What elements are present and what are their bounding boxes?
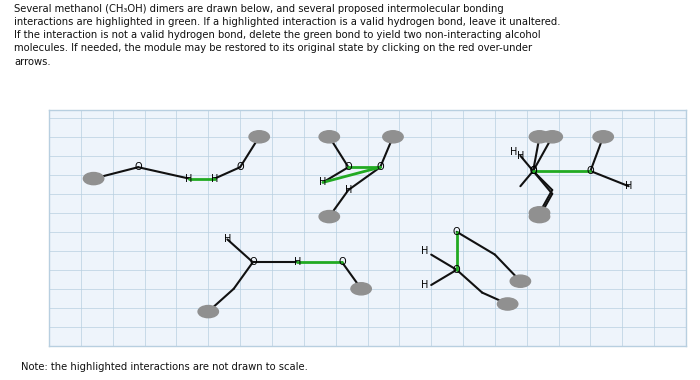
Text: O: O <box>453 227 461 237</box>
Circle shape <box>319 211 339 223</box>
Text: H: H <box>186 174 192 184</box>
Text: H: H <box>294 257 301 267</box>
Circle shape <box>383 131 403 143</box>
Text: Several methanol (CH₃OH) dimers are drawn below, and several proposed intermolec: Several methanol (CH₃OH) dimers are draw… <box>14 4 561 66</box>
Text: H: H <box>625 181 632 191</box>
Circle shape <box>542 131 562 143</box>
Circle shape <box>351 283 371 295</box>
Circle shape <box>319 131 339 143</box>
Text: O: O <box>377 162 384 172</box>
Circle shape <box>593 131 613 143</box>
Text: H: H <box>224 234 231 244</box>
Text: Note: the highlighted interactions are not drawn to scale.: Note: the highlighted interactions are n… <box>21 362 308 372</box>
Text: H: H <box>211 174 218 184</box>
Circle shape <box>83 173 104 185</box>
Circle shape <box>529 131 550 143</box>
Text: H: H <box>510 147 518 157</box>
Text: H: H <box>421 246 428 256</box>
Text: O: O <box>344 162 352 172</box>
Circle shape <box>529 211 550 223</box>
Text: O: O <box>587 166 594 176</box>
Text: O: O <box>529 166 537 176</box>
Text: O: O <box>453 265 461 275</box>
Circle shape <box>198 306 218 318</box>
Circle shape <box>510 275 531 287</box>
Circle shape <box>498 298 518 310</box>
Text: O: O <box>237 162 244 172</box>
Text: H: H <box>344 185 352 195</box>
Text: O: O <box>529 166 537 176</box>
Text: H: H <box>517 151 524 161</box>
Text: H: H <box>319 177 327 187</box>
Text: O: O <box>134 162 142 172</box>
Text: O: O <box>249 257 257 267</box>
Text: O: O <box>338 257 346 267</box>
Circle shape <box>529 207 550 219</box>
Text: H: H <box>421 280 428 290</box>
Circle shape <box>249 131 270 143</box>
